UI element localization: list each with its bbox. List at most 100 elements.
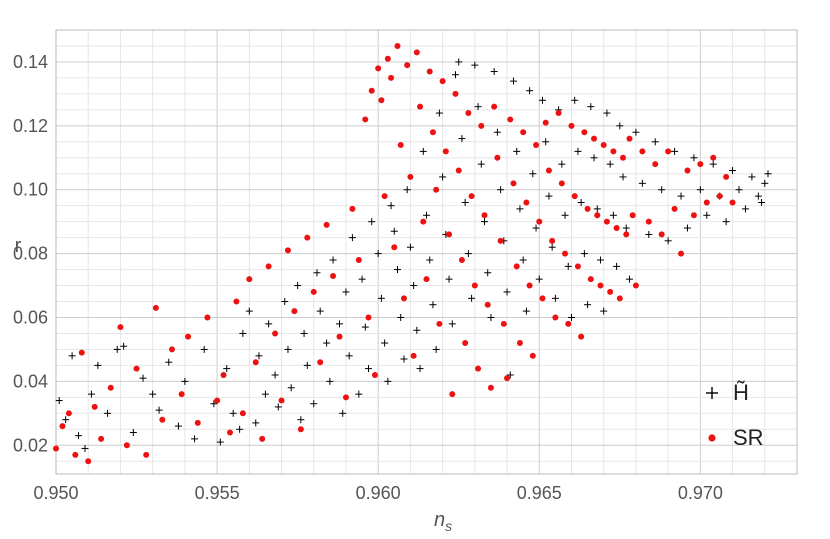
h-point: [632, 128, 640, 136]
h-point: [538, 96, 546, 104]
sr-point: [233, 298, 240, 305]
sr-point: [53, 445, 59, 452]
sr-point: [632, 282, 639, 289]
sr-point: [91, 403, 98, 410]
h-point: [316, 307, 324, 315]
y-tick-labels: 0.02 0.04 0.06 0.08 0.10 0.12 0.14: [13, 52, 48, 455]
sr-point: [355, 256, 362, 263]
h-point: [348, 234, 356, 242]
sr-point: [259, 435, 266, 442]
h-point: [445, 275, 453, 283]
h-point: [596, 256, 604, 264]
x-tick-labels: 0.950 0.955 0.960 0.965 0.970: [33, 483, 722, 503]
sr-point: [384, 55, 391, 62]
sr-point: [400, 295, 407, 302]
y-tick-label: 0.10: [13, 180, 48, 200]
x-tick-label: 0.965: [517, 483, 562, 503]
legend-marker-sr: [708, 434, 716, 442]
h-point: [683, 224, 691, 232]
legend-label-h: H̃: [733, 380, 749, 405]
sr-point: [571, 193, 578, 200]
sr-point: [658, 231, 665, 238]
h-point: [432, 345, 440, 353]
sr-point: [371, 371, 378, 378]
sr-point: [645, 218, 652, 225]
h-point: [493, 128, 501, 136]
sr-point: [500, 320, 507, 327]
h-point: [729, 167, 737, 175]
h-point: [210, 400, 218, 408]
sr-point: [491, 103, 498, 110]
sr-point: [342, 394, 349, 401]
sr-point: [458, 256, 465, 263]
h-point: [149, 390, 157, 398]
h-point: [696, 186, 704, 194]
sr-point: [529, 352, 536, 359]
sr-point: [362, 116, 369, 123]
h-point: [81, 444, 89, 452]
sr-point: [665, 148, 672, 155]
h-point: [664, 237, 672, 245]
sr-point: [478, 122, 485, 129]
sr-point: [597, 282, 604, 289]
h-point: [297, 416, 305, 424]
x-tick-label: 0.950: [33, 483, 78, 503]
sr-point: [555, 110, 562, 117]
sr-point: [697, 161, 704, 168]
sr-point: [117, 324, 124, 331]
h-point: [509, 77, 517, 85]
y-tick-label: 0.04: [13, 371, 48, 391]
h-point: [748, 173, 756, 181]
h-point: [619, 173, 627, 181]
legend-label-sr: SR: [733, 425, 764, 450]
h-point: [522, 307, 530, 315]
h-point: [326, 377, 334, 385]
sr-point: [194, 419, 201, 426]
h-point: [584, 301, 592, 309]
h-point: [236, 425, 244, 433]
h-point: [406, 243, 414, 251]
h-point: [355, 390, 363, 398]
h-point: [394, 266, 402, 274]
h-point: [709, 160, 717, 168]
h-point: [677, 192, 685, 200]
h-point: [526, 87, 534, 95]
sr-point: [391, 244, 398, 251]
h-point: [281, 298, 289, 306]
sr-point: [468, 193, 475, 200]
h-point: [503, 288, 511, 296]
sr-point: [504, 375, 511, 382]
h-point: [451, 71, 459, 79]
sr-point: [545, 167, 552, 174]
h-point: [690, 154, 698, 162]
h-point: [506, 371, 514, 379]
h-point: [429, 301, 437, 309]
h-point: [735, 186, 743, 194]
sr-point: [513, 263, 520, 270]
h-point: [303, 361, 311, 369]
h-point: [94, 361, 102, 369]
sr-point: [487, 384, 494, 391]
sr-point: [246, 276, 253, 283]
sr-point: [507, 116, 514, 123]
sr-point: [85, 458, 92, 465]
sr-point: [378, 97, 385, 104]
sr-point: [265, 263, 272, 270]
h-point: [155, 406, 163, 414]
sr-point: [178, 391, 185, 398]
h-point: [274, 403, 282, 411]
sr-point: [185, 333, 192, 340]
sr-point: [594, 212, 601, 219]
sr-point: [481, 212, 488, 219]
sr-point: [317, 359, 324, 366]
h-point: [252, 419, 260, 427]
h-point: [113, 345, 121, 353]
sr-point: [407, 173, 414, 180]
sr-point: [452, 90, 459, 97]
sr-point: [639, 148, 646, 155]
h-point: [625, 275, 633, 283]
sr-point: [226, 429, 233, 436]
sr-point: [107, 384, 114, 391]
h-point: [609, 211, 617, 219]
